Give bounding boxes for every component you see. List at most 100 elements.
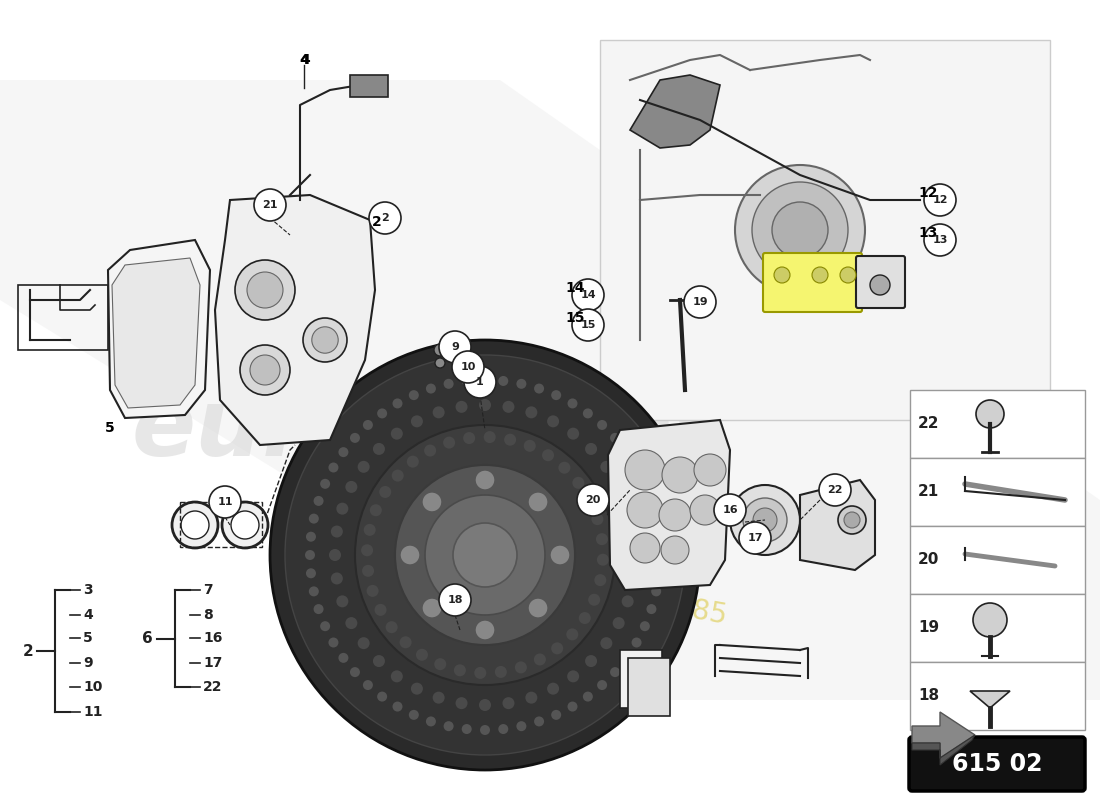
Polygon shape — [0, 80, 1100, 700]
Circle shape — [550, 545, 570, 565]
Circle shape — [566, 629, 579, 641]
Circle shape — [504, 434, 516, 446]
Text: 17: 17 — [747, 533, 762, 543]
Circle shape — [337, 595, 349, 607]
Circle shape — [654, 550, 666, 560]
Circle shape — [503, 697, 515, 709]
Text: 4: 4 — [299, 53, 309, 67]
Circle shape — [362, 565, 374, 577]
Circle shape — [370, 504, 382, 516]
Text: 14: 14 — [580, 290, 596, 300]
FancyBboxPatch shape — [763, 253, 862, 312]
Circle shape — [542, 450, 554, 462]
Circle shape — [464, 366, 496, 398]
Circle shape — [434, 658, 447, 670]
Circle shape — [812, 267, 828, 283]
Text: 5: 5 — [82, 631, 92, 645]
Text: 6: 6 — [142, 631, 153, 646]
Circle shape — [559, 462, 571, 474]
Circle shape — [453, 523, 517, 587]
Text: 2: 2 — [372, 215, 382, 229]
Circle shape — [551, 642, 563, 654]
Circle shape — [373, 443, 385, 455]
Circle shape — [422, 492, 442, 512]
Circle shape — [924, 224, 956, 256]
Text: 14: 14 — [565, 281, 585, 295]
Circle shape — [568, 428, 580, 440]
Circle shape — [407, 456, 419, 468]
Circle shape — [379, 486, 392, 498]
Text: 2: 2 — [381, 213, 389, 223]
Circle shape — [610, 433, 620, 443]
Circle shape — [306, 568, 316, 578]
Text: 19: 19 — [692, 297, 707, 307]
Text: a passion for parts since 1985: a passion for parts since 1985 — [311, 530, 729, 630]
Circle shape — [621, 595, 634, 607]
Circle shape — [172, 502, 218, 548]
Circle shape — [480, 725, 490, 735]
Circle shape — [627, 526, 639, 538]
Circle shape — [838, 506, 866, 534]
Circle shape — [526, 692, 538, 704]
Circle shape — [350, 433, 360, 443]
Circle shape — [583, 494, 595, 506]
Circle shape — [392, 470, 404, 482]
Circle shape — [551, 390, 561, 400]
Circle shape — [594, 574, 606, 586]
Polygon shape — [600, 40, 1050, 420]
Text: 16: 16 — [723, 505, 738, 515]
Circle shape — [364, 524, 376, 536]
Circle shape — [772, 202, 828, 258]
Circle shape — [484, 431, 496, 443]
Circle shape — [774, 267, 790, 283]
Text: 2: 2 — [22, 643, 33, 658]
Circle shape — [311, 326, 338, 354]
Circle shape — [345, 617, 358, 629]
Circle shape — [443, 379, 453, 389]
Circle shape — [363, 420, 373, 430]
Bar — [350, 75, 388, 97]
Text: 4: 4 — [82, 608, 92, 622]
Text: 9: 9 — [82, 656, 92, 670]
Circle shape — [350, 667, 360, 677]
Circle shape — [613, 481, 625, 493]
Bar — [628, 658, 670, 716]
Circle shape — [329, 549, 341, 561]
Text: 5: 5 — [106, 421, 114, 435]
Text: 18: 18 — [918, 689, 939, 703]
Circle shape — [329, 638, 339, 647]
Circle shape — [363, 680, 373, 690]
Text: 20: 20 — [585, 495, 601, 505]
Text: 615 02: 615 02 — [952, 752, 1043, 776]
Circle shape — [337, 502, 349, 514]
Circle shape — [422, 598, 442, 618]
Circle shape — [409, 710, 419, 720]
Circle shape — [495, 666, 507, 678]
Text: 15: 15 — [581, 320, 596, 330]
Circle shape — [597, 554, 609, 566]
Polygon shape — [800, 480, 874, 570]
Circle shape — [434, 344, 446, 356]
Circle shape — [498, 376, 508, 386]
Circle shape — [475, 620, 495, 640]
Text: 13: 13 — [918, 226, 938, 240]
Circle shape — [640, 479, 650, 489]
Circle shape — [547, 415, 559, 427]
Circle shape — [647, 604, 657, 614]
Circle shape — [426, 717, 436, 726]
Circle shape — [516, 379, 527, 389]
Circle shape — [339, 447, 349, 457]
Circle shape — [684, 286, 716, 318]
Circle shape — [474, 667, 486, 679]
Text: 12: 12 — [933, 195, 948, 205]
Text: 1: 1 — [476, 377, 484, 387]
Bar — [910, 526, 1085, 594]
Circle shape — [452, 351, 484, 383]
Circle shape — [627, 573, 639, 585]
Circle shape — [416, 649, 428, 661]
Circle shape — [526, 406, 538, 418]
Text: 18: 18 — [448, 595, 463, 605]
Text: 85: 85 — [854, 202, 1047, 338]
Circle shape — [374, 604, 386, 616]
Circle shape — [840, 267, 856, 283]
